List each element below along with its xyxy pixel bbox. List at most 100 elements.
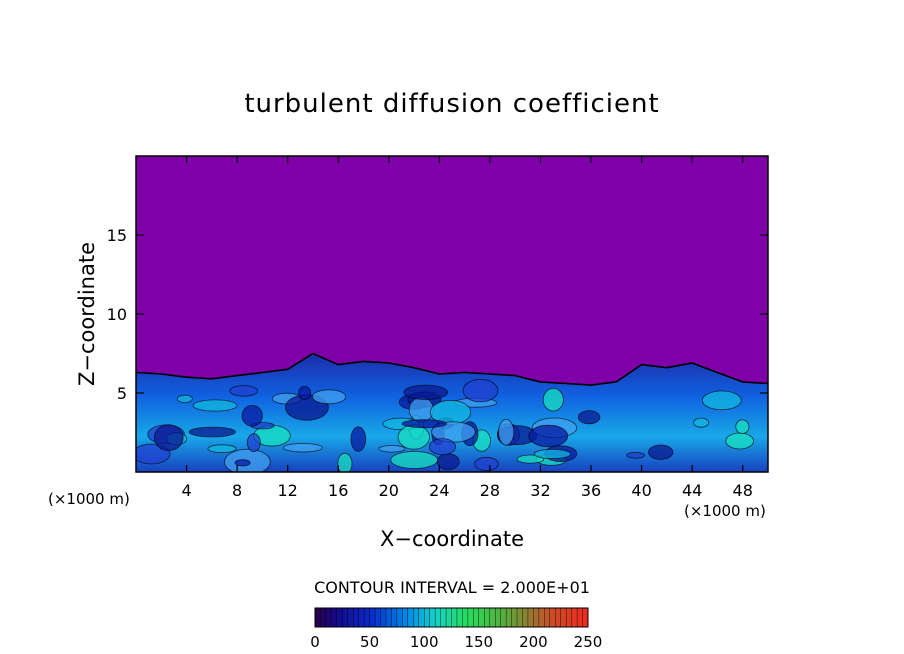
turbulence-blob bbox=[474, 456, 499, 471]
colorbar-cell bbox=[462, 607, 469, 628]
colorbar-cell bbox=[347, 607, 354, 628]
turbulence-blob bbox=[234, 459, 251, 467]
colorbar-cell bbox=[538, 607, 545, 628]
colorbar-tick-label: 200 bbox=[519, 633, 548, 651]
x-tick-label: 12 bbox=[278, 481, 298, 500]
turbulence-blob bbox=[401, 419, 447, 429]
turbulence-blob bbox=[648, 444, 674, 460]
turbulence-blob bbox=[725, 432, 754, 450]
colorbar-cells bbox=[314, 607, 589, 628]
colorbar-cell bbox=[396, 607, 403, 628]
colorbar-cell bbox=[456, 607, 463, 628]
colorbar-cell bbox=[353, 607, 360, 628]
colorbar-cell bbox=[494, 607, 502, 628]
colorbar-cell bbox=[555, 607, 562, 628]
turbulence-blob bbox=[397, 424, 430, 450]
colorbar-cell bbox=[363, 607, 371, 628]
colorbar-cell bbox=[434, 607, 442, 628]
turbulence-blob bbox=[176, 394, 193, 403]
colorbar: 0 50 100 150 200 250 bbox=[310, 607, 602, 651]
colorbar-tick-label: 250 bbox=[574, 633, 603, 651]
colorbar-cell bbox=[484, 607, 491, 628]
turbulence-blob bbox=[241, 404, 263, 427]
colorbar-cell bbox=[325, 607, 332, 628]
colorbar-cell bbox=[533, 607, 540, 628]
turbulence-blob bbox=[693, 417, 709, 428]
turbulence-blob bbox=[337, 452, 353, 472]
turbulence-blob bbox=[542, 388, 564, 412]
colorbar-cell bbox=[560, 607, 567, 628]
colorbar-cell bbox=[549, 607, 556, 628]
colorbar-cell bbox=[571, 607, 578, 628]
colorbar-tick-label: 50 bbox=[360, 633, 379, 651]
colorbar-cell bbox=[582, 607, 589, 628]
colorbar-cell bbox=[380, 607, 387, 628]
colorbar-tick-label: 150 bbox=[464, 633, 493, 651]
colorbar-cell bbox=[478, 607, 485, 628]
y-tick-label: 5 bbox=[117, 384, 127, 403]
y-axis-label: Z−coordinate bbox=[75, 242, 99, 386]
colorbar-tick-label: 0 bbox=[310, 633, 320, 651]
turbulence-blob bbox=[207, 444, 237, 454]
turbulence-blob bbox=[229, 385, 259, 397]
colorbar-cell bbox=[429, 607, 436, 628]
colorbar-cell bbox=[342, 607, 349, 628]
colorbar-tick-label: 100 bbox=[410, 633, 439, 651]
x-tick-label: 16 bbox=[328, 481, 348, 500]
colorbar-cell bbox=[516, 607, 523, 628]
turbulence-blob bbox=[735, 419, 750, 435]
x-axis-unit-left: (×1000 m) bbox=[48, 490, 130, 508]
turbulence-blob bbox=[390, 451, 439, 469]
turbulence-blob bbox=[498, 418, 515, 446]
turbulence-blob bbox=[408, 396, 434, 423]
colorbar-cell bbox=[369, 607, 376, 628]
turbulence-blob bbox=[436, 453, 460, 471]
y-tick-label: 10 bbox=[107, 305, 127, 324]
colorbar-cell bbox=[565, 607, 573, 628]
x-tick-label: 40 bbox=[631, 481, 651, 500]
turbulence-blob bbox=[462, 378, 499, 403]
x-axis-unit-right: (×1000 m) bbox=[684, 502, 766, 520]
plot-area bbox=[136, 156, 768, 472]
colorbar-cell bbox=[407, 607, 414, 628]
turbulence-blob bbox=[428, 438, 456, 456]
boundary-layer-contour bbox=[136, 352, 768, 386]
colorbar-cell bbox=[385, 607, 392, 628]
colorbar-cell bbox=[358, 607, 365, 628]
colorbar-cell bbox=[511, 607, 518, 628]
turbulence-blob bbox=[516, 454, 545, 464]
y-tick-label: 15 bbox=[107, 226, 127, 245]
x-axis-ticks: 4 8 12 16 20 24 28 32 36 40 44 48 bbox=[181, 156, 753, 500]
contour-interval-label: CONTOUR INTERVAL = 2.000E+01 bbox=[314, 578, 590, 597]
x-tick-label: 36 bbox=[581, 481, 601, 500]
colorbar-cell bbox=[505, 607, 513, 628]
colorbar-cell bbox=[489, 607, 496, 628]
x-tick-label: 28 bbox=[480, 481, 500, 500]
colorbar-cell bbox=[314, 607, 321, 628]
chart-title: turbulent diffusion coefficient bbox=[244, 89, 659, 119]
turbulence-blob bbox=[626, 451, 645, 459]
turbulence-blob bbox=[311, 389, 347, 405]
colorbar-cell bbox=[527, 607, 534, 628]
x-tick-label: 20 bbox=[379, 481, 399, 500]
colorbar-cell bbox=[402, 607, 409, 628]
x-tick-label: 48 bbox=[733, 481, 753, 500]
colorbar-cell bbox=[445, 607, 453, 628]
x-tick-label: 4 bbox=[181, 481, 191, 500]
turbulence-blob bbox=[533, 448, 572, 460]
colorbar-cell bbox=[522, 607, 529, 628]
colorbar-frame bbox=[314, 607, 589, 628]
colorbar-cell bbox=[418, 607, 425, 628]
colorbar-labels: 0 50 100 150 200 250 bbox=[310, 633, 602, 651]
y-axis-ticks: 5 10 15 bbox=[107, 226, 768, 403]
turbulence-blob bbox=[192, 399, 238, 412]
turbulence-blob bbox=[577, 410, 601, 425]
colorbar-cell bbox=[336, 607, 343, 628]
turbulence-blob bbox=[298, 386, 312, 401]
colorbar-cell bbox=[440, 607, 447, 628]
colorbar-cell bbox=[500, 607, 507, 628]
colorbar-cell bbox=[473, 607, 480, 628]
colorbar-cell bbox=[320, 607, 327, 628]
colorbar-cell bbox=[391, 607, 398, 628]
